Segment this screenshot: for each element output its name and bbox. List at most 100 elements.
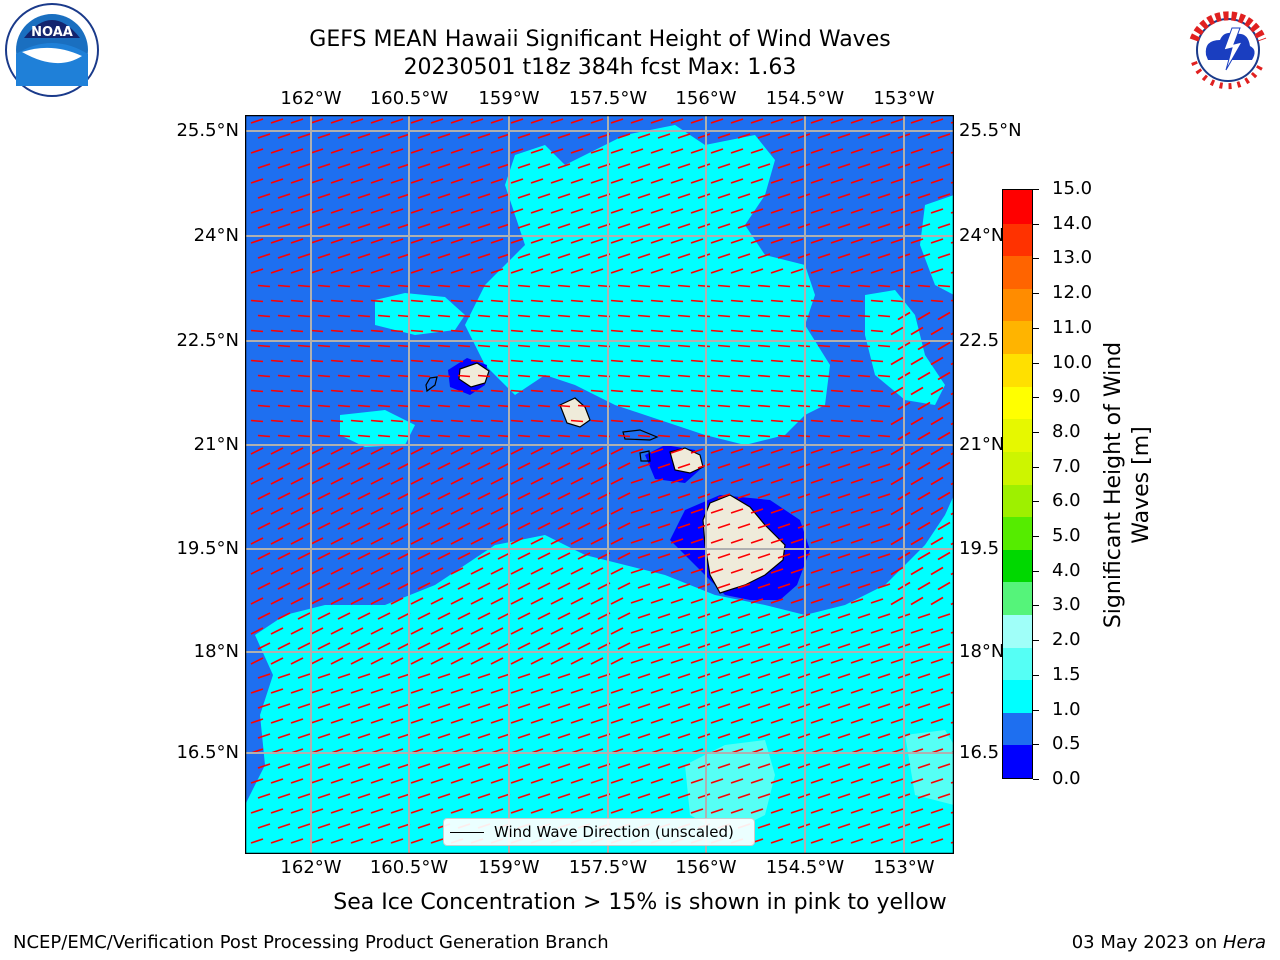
wave-direction-arrow (617, 344, 631, 348)
wave-direction-arrow (877, 703, 891, 709)
wave-direction-arrow (477, 462, 491, 470)
wave-direction-arrow (677, 523, 691, 529)
wave-direction-arrow (837, 523, 851, 529)
wave-direction-arrow (270, 268, 284, 274)
wave-direction-arrow (790, 718, 804, 724)
wave-direction-arrow (610, 359, 624, 363)
wave-direction-arrow (830, 359, 844, 363)
wave-direction-arrow (390, 778, 404, 784)
wave-direction-arrow (470, 477, 484, 485)
wave-direction-arrow (637, 583, 651, 589)
wave-direction-arrow (850, 268, 864, 274)
wave-direction-arrow (330, 299, 344, 303)
wave-direction-arrow (337, 163, 351, 169)
lat-lon-gridlines (245, 115, 954, 854)
wave-direction-arrow (490, 808, 504, 814)
wave-direction-arrow (710, 448, 724, 454)
wave-direction-arrow (277, 462, 291, 470)
wave-direction-arrow (710, 598, 724, 604)
wave-direction-arrow (637, 284, 651, 288)
wave-direction-arrow (550, 537, 564, 545)
wave-direction-arrow (837, 314, 851, 318)
wave-direction-arrow (530, 447, 544, 455)
wave-direction-arrow (877, 344, 891, 348)
wave-direction-arrow (657, 793, 671, 799)
wave-direction-arrow (557, 284, 571, 288)
wave-direction-arrow (610, 178, 624, 184)
wave-direction-arrow (757, 703, 771, 709)
wave-direction-arrow (757, 643, 771, 649)
wave-direction-arrow (390, 389, 404, 393)
wave-direction-arrow (390, 268, 404, 274)
wave-direction-arrow (370, 148, 384, 154)
cyan-region-south (245, 495, 954, 854)
wave-direction-arrow (710, 808, 724, 814)
wave-direction-arrow (390, 208, 404, 214)
wave-direction-arrow (670, 208, 684, 214)
wave-direction-arrow (357, 223, 371, 229)
wave-direction-arrow (570, 597, 584, 605)
wind-wave-direction-arrows (250, 118, 954, 844)
wave-direction-arrow (357, 163, 371, 169)
wave-direction-arrow (430, 477, 444, 485)
wave-direction-arrow (510, 537, 524, 545)
wave-direction-arrow (930, 148, 944, 154)
wave-direction-arrow (630, 658, 644, 664)
wave-direction-arrow (697, 733, 711, 739)
wave-direction-arrow (730, 299, 744, 303)
wave-direction-arrow (910, 416, 924, 426)
wave-direction-arrow (577, 462, 591, 470)
wave-direction-arrow (617, 552, 631, 560)
wave-direction-arrow (350, 778, 364, 784)
wave-direction-arrow (257, 133, 271, 139)
wave-direction-arrow (370, 657, 384, 665)
wave-direction-arrow (357, 673, 371, 679)
colorbar-band (1003, 418, 1032, 452)
wave-direction-arrow (857, 583, 871, 589)
wave-direction-arrow (250, 238, 264, 244)
wave-direction-arrow (910, 208, 924, 214)
wave-direction-arrow (337, 462, 351, 470)
wave-direction-arrow (670, 478, 684, 484)
wave-direction-arrow (670, 238, 684, 244)
land-kauai (458, 362, 490, 388)
wave-direction-arrow (837, 223, 851, 229)
wave-direction-arrow (470, 537, 484, 545)
wave-direction-arrow (770, 268, 784, 274)
wave-direction-arrow (337, 793, 351, 799)
colorbar-title: Significant Height of Wind Waves [m] (1101, 341, 1154, 629)
wave-direction-arrow (437, 404, 451, 408)
wave-direction-arrow (930, 778, 944, 784)
wave-direction-arrow (330, 567, 344, 575)
wave-direction-arrow (590, 389, 604, 393)
axis-tick-label: 16.5 (959, 742, 1000, 763)
wave-direction-arrow (710, 329, 724, 333)
wave-direction-arrow (777, 344, 791, 348)
wave-direction-arrow (617, 673, 631, 679)
wave-direction-arrow (937, 461, 951, 471)
wave-direction-arrow (417, 642, 431, 650)
wave-direction-arrow (550, 268, 564, 274)
wave-direction-arrow (817, 583, 831, 589)
wave-direction-arrow (850, 359, 864, 363)
wave-direction-arrow (930, 178, 944, 184)
wave-direction-arrow (610, 299, 624, 303)
wave-direction-arrow (917, 643, 931, 649)
wave-direction-arrow (917, 823, 931, 829)
wave-direction-arrow (617, 522, 631, 530)
wave-direction-arrow (550, 657, 564, 665)
wave-direction-arrow (697, 463, 711, 469)
wave-direction-arrow (537, 193, 551, 199)
wave-direction-arrow (317, 253, 331, 259)
wave-direction-arrow (250, 688, 264, 694)
wave-direction-arrow (490, 299, 504, 303)
wave-direction-arrow (537, 522, 551, 530)
axis-tick-label: 157.5°W (568, 88, 648, 109)
wave-direction-arrow (317, 673, 331, 679)
wave-direction-arrow (677, 163, 691, 169)
wave-direction-arrow (630, 628, 644, 634)
wave-direction-arrow (370, 329, 384, 333)
wave-direction-arrow (430, 597, 444, 605)
wave-direction-arrow (737, 133, 751, 139)
wave-direction-arrow (510, 718, 524, 724)
